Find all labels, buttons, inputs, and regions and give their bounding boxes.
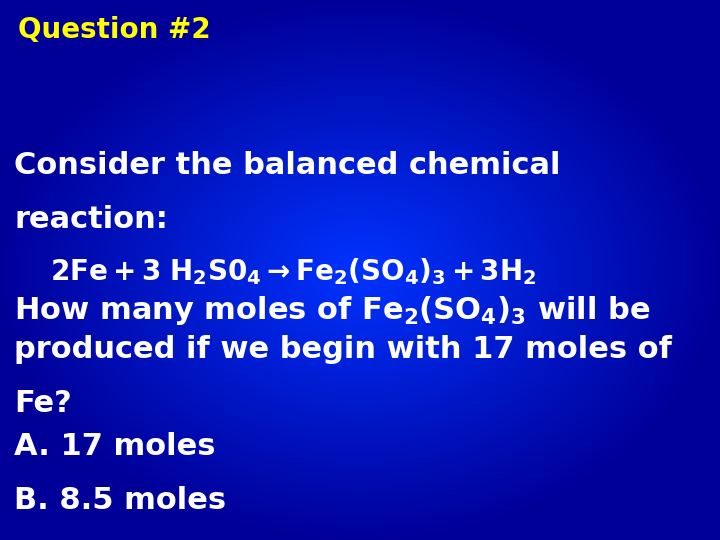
Text: Question #2: Question #2 (18, 16, 211, 44)
Text: reaction:: reaction: (14, 205, 168, 234)
Text: How many moles of $\mathbf{Fe_2(SO_4)_3}$ will be: How many moles of $\mathbf{Fe_2(SO_4)_3}… (14, 294, 651, 327)
Text: A. 17 moles: A. 17 moles (14, 432, 216, 461)
Text: Consider the balanced chemical: Consider the balanced chemical (14, 151, 561, 180)
Text: $\mathbf{2Fe + 3\ H_2S0_4 \rightarrow Fe_2(SO_4)_3 + 3H_2}$: $\mathbf{2Fe + 3\ H_2S0_4 \rightarrow Fe… (50, 256, 537, 287)
Text: produced if we begin with 17 moles of: produced if we begin with 17 moles of (14, 335, 672, 364)
Text: Fe?: Fe? (14, 389, 72, 418)
Text: B. 8.5 moles: B. 8.5 moles (14, 486, 227, 515)
